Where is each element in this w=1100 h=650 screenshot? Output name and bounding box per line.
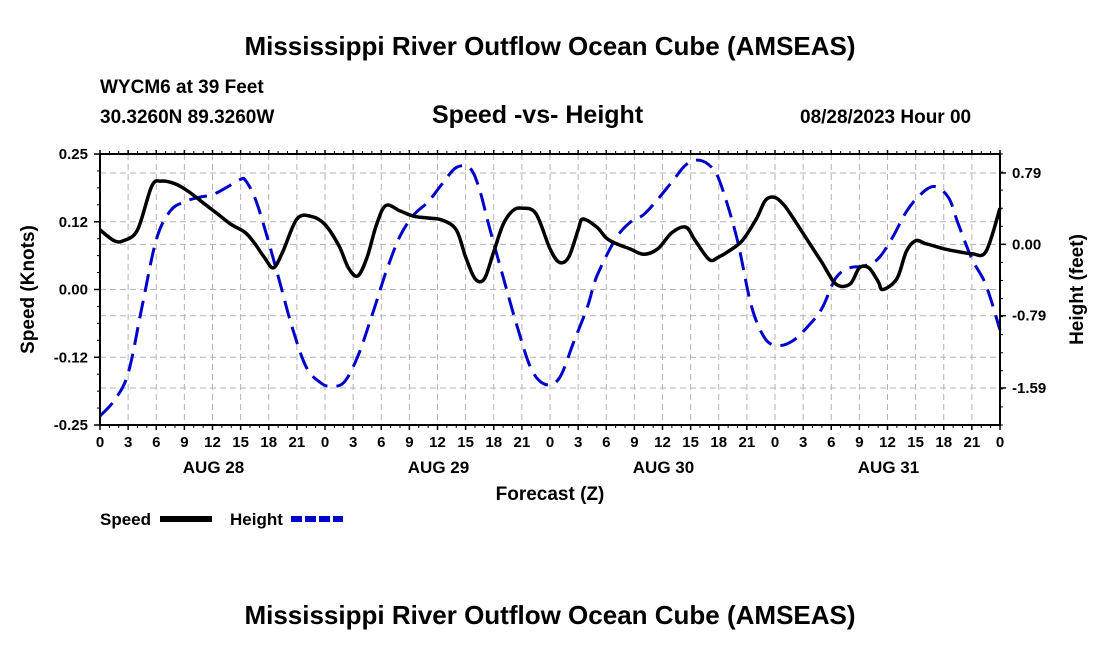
x-tick-label: 3: [124, 434, 132, 451]
y-tick-label: -0.25: [54, 417, 88, 434]
y-axis-title: Speed (Knots): [18, 225, 39, 354]
legend-speed-label: Speed: [100, 510, 151, 529]
coordinates-label: 30.3260N 89.3260W: [100, 107, 275, 128]
x-tick-label: 3: [349, 434, 357, 451]
day-label: AUG 28: [183, 458, 244, 477]
x-tick-label: 6: [827, 434, 835, 451]
bottom-title: Mississippi River Outflow Ocean Cube (AM…: [244, 600, 856, 630]
x-tick-label: 3: [799, 434, 807, 451]
x-tick-label: 9: [405, 434, 413, 451]
x-tick-label: 12: [879, 434, 896, 451]
x-tick-label: 9: [855, 434, 863, 451]
x-tick-label: 18: [935, 434, 952, 451]
chart-title: Mississippi River Outflow Ocean Cube (AM…: [244, 31, 856, 61]
x-tick-label: 0: [96, 434, 104, 451]
speed-series-line: [98, 179, 1002, 292]
x-tick-label: 21: [739, 434, 756, 451]
x-tick-label: 21: [514, 434, 531, 451]
x-tick-label: 18: [260, 434, 277, 451]
x-tick-label: 9: [180, 434, 188, 451]
x-tick-label: 6: [377, 434, 385, 451]
legend-height-label: Height: [230, 510, 283, 529]
grid-lines: [100, 154, 1000, 425]
day-label: AUG 29: [408, 458, 469, 477]
chart-subtitle: Speed -vs- Height: [432, 101, 644, 129]
day-label: AUG 31: [858, 458, 919, 477]
x-tick-label: 12: [204, 434, 221, 451]
x-tick-label: 18: [710, 434, 727, 451]
y2-tick-label: -1.59: [1012, 380, 1046, 397]
x-tick-label: 6: [602, 434, 610, 451]
y2-tick-label: 0.79: [1012, 165, 1041, 182]
x-tick-label: 3: [574, 434, 582, 451]
y2-tick-label: -0.79: [1012, 308, 1046, 325]
x-tick-label: 15: [457, 434, 474, 451]
x-tick-label: 0: [321, 434, 329, 451]
x-tick-label: 0: [996, 434, 1004, 451]
day-label: AUG 30: [633, 458, 694, 477]
station-label: WYCM6 at 39 Feet: [100, 77, 264, 98]
series-layer: [98, 158, 1002, 418]
x-tick-label: 15: [682, 434, 699, 451]
x-tick-label: 18: [485, 434, 502, 451]
y-tick-label: 0.00: [59, 282, 88, 299]
x-tick-label: 12: [654, 434, 671, 451]
x-tick-label: 6: [152, 434, 160, 451]
x-tick-label: 21: [964, 434, 981, 451]
x-tick-label: 9: [630, 434, 638, 451]
x-axis-title: Forecast (Z): [496, 484, 605, 505]
x-tick-label: 0: [771, 434, 779, 451]
x-tick-label: 12: [429, 434, 446, 451]
y2-axis-title: Height (feet): [1067, 234, 1088, 345]
height-series-line: [98, 158, 1002, 418]
x-tick-label: 15: [232, 434, 249, 451]
axes-layer: 0 3 6 9 12 15 18 21 0 3 6 9 12 15 18 21 0 3 6 9 12 15 18 21 0 3 6 9…: [18, 146, 1088, 529]
date-label: 08/28/2023 Hour 00: [800, 107, 972, 128]
x-tick-label: 21: [289, 434, 306, 451]
y-tick-label: 0.12: [59, 214, 88, 231]
y-tick-label: -0.12: [54, 349, 88, 366]
x-tick-label: 15: [907, 434, 924, 451]
speed-height-chart: 0 3 6 9 12 15 18 21 0 3 6 9 12 15 18 21 0 3 6 9 12 15 18 21 0 3 6 9…: [18, 146, 1088, 529]
y-tick-label: 0.25: [59, 146, 88, 163]
y2-tick-label: 0.00: [1012, 236, 1041, 253]
x-tick-label: 0: [546, 434, 554, 451]
